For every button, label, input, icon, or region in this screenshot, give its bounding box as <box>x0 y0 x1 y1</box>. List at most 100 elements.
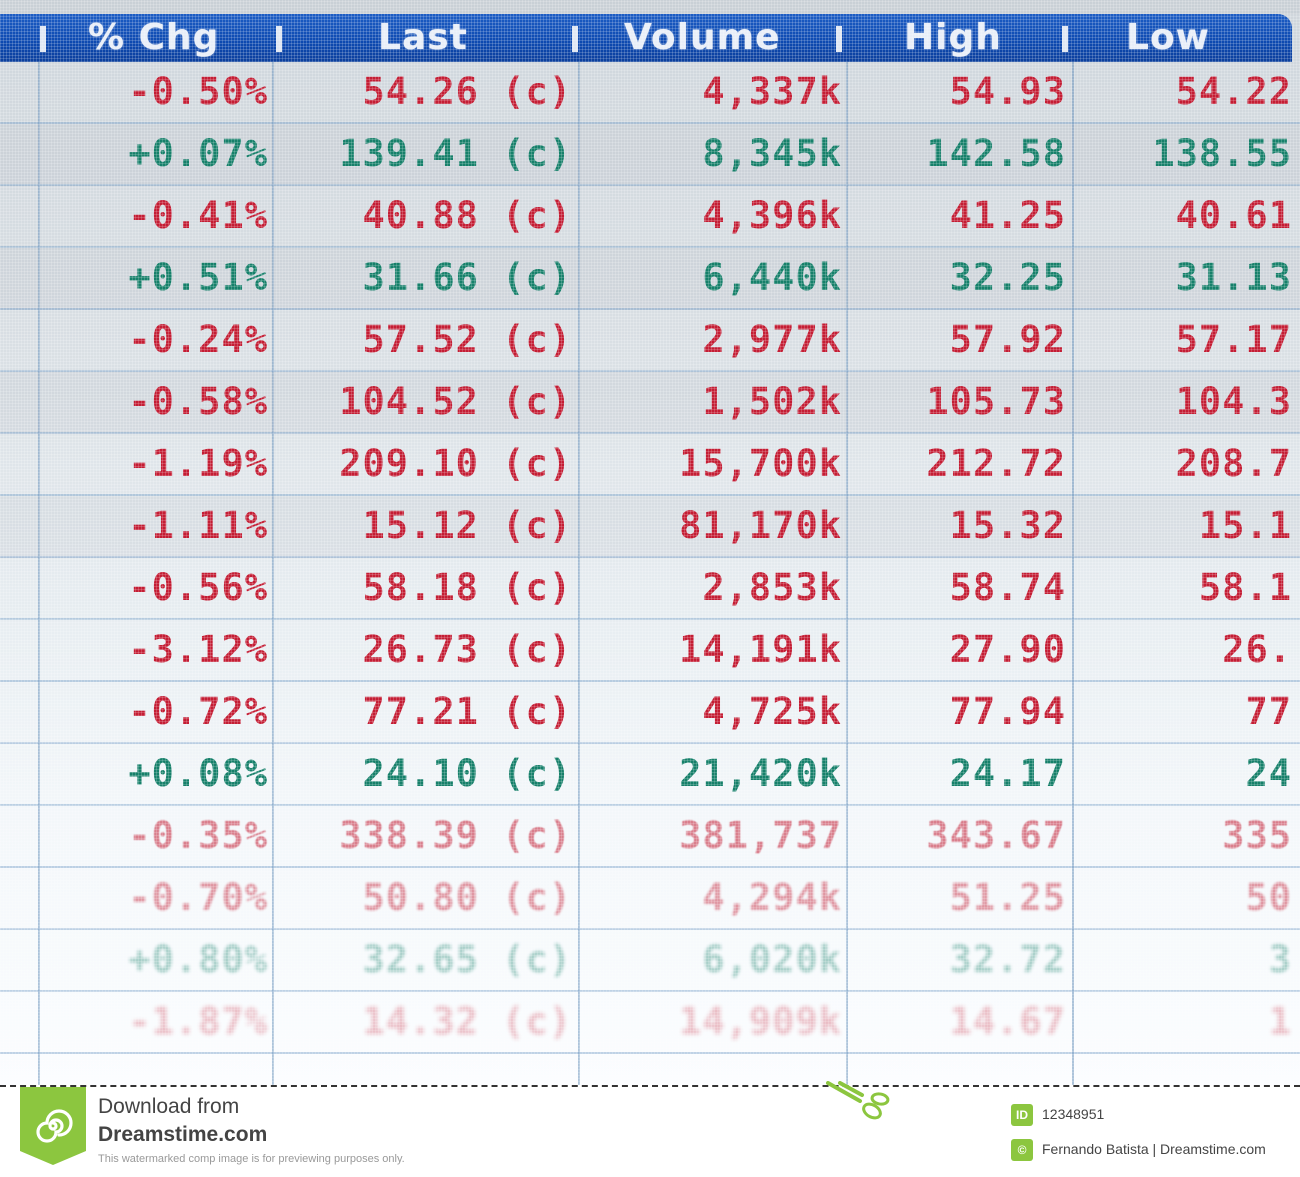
cell-high: 142.58 <box>926 132 1066 175</box>
cell-pct-chg: -3.12% <box>128 628 268 671</box>
cell-last: 139.41 (c) <box>339 132 572 175</box>
cell-low: 3 <box>1268 938 1292 981</box>
image-credit: Fernando Batista | Dreamstime.com <box>1042 1141 1266 1157</box>
row-content: -1.19% 209.10 (c) 15,700k 212.72 208.7 <box>0 434 1300 494</box>
row-content: -1.87% 14.32 (c) 14,909k 14.67 1 <box>0 992 1300 1052</box>
cell-low: 104.3 <box>1175 380 1292 423</box>
row-content: -0.56% 58.18 (c) 2,853k 58.74 58.1 <box>0 558 1300 618</box>
row-content: +0.07% 139.41 (c) 8,345k 142.58 138.55 <box>0 124 1300 184</box>
cell-high: 24.17 <box>949 752 1066 795</box>
dreamstime-link[interactable]: Dreamstime.com <box>98 1123 268 1146</box>
grid-line <box>578 62 580 1085</box>
column-resize-handle[interactable] <box>836 26 842 52</box>
cell-high: 212.72 <box>926 442 1066 485</box>
table-row[interactable]: -0.56% 58.18 (c) 2,853k 58.74 58.1 <box>0 558 1300 620</box>
cell-volume: 381,737 <box>679 814 842 857</box>
watermark-notice: This watermarked comp image is for previ… <box>98 1153 405 1165</box>
cell-high: 27.90 <box>949 628 1066 671</box>
cell-volume: 4,725k <box>702 690 842 733</box>
row-content: -3.12% 26.73 (c) 14,191k 27.90 26. <box>0 620 1300 680</box>
column-header-volume[interactable]: Volume <box>624 17 781 58</box>
cell-high: 51.25 <box>949 876 1066 919</box>
table-row[interactable]: -1.19% 209.10 (c) 15,700k 212.72 208.7 <box>0 434 1300 496</box>
row-content: -0.24% 57.52 (c) 2,977k 57.92 57.17 <box>0 310 1300 370</box>
row-content: +0.51% 31.66 (c) 6,440k 32.25 31.13 <box>0 248 1300 308</box>
table-row[interactable]: -1.11% 15.12 (c) 81,170k 15.32 15.1 <box>0 496 1300 558</box>
cell-high: 41.25 <box>949 194 1066 237</box>
row-content: -0.58% 104.52 (c) 1,502k 105.73 104.3 <box>0 372 1300 432</box>
spiral-icon <box>36 1109 73 1143</box>
cell-last: 57.52 (c) <box>362 318 572 361</box>
cell-pct-chg: -0.72% <box>128 690 268 733</box>
column-header-last[interactable]: Last <box>378 17 468 58</box>
image-id: 12348951 <box>1042 1106 1105 1122</box>
table-row[interactable]: +0.07% 139.41 (c) 8,345k 142.58 138.55 <box>0 124 1300 186</box>
cell-pct-chg: -0.24% <box>128 318 268 361</box>
cell-low: 50 <box>1245 876 1292 919</box>
cell-last: 26.73 (c) <box>362 628 572 671</box>
cell-high: 77.94 <box>949 690 1066 733</box>
table-row[interactable]: -0.72% 77.21 (c) 4,725k 77.94 77 <box>0 682 1300 744</box>
table-row[interactable]: -3.12% 26.73 (c) 14,191k 27.90 26. <box>0 620 1300 682</box>
id-icon: ID <box>1011 1104 1033 1126</box>
quote-table-body: -0.50% 54.26 (c) 4,337k 54.93 54.22 +0.07% 139… <box>0 62 1300 1054</box>
table-row[interactable]: -0.35% 338.39 (c) 381,737 343.67 335 <box>0 806 1300 868</box>
column-resize-handle[interactable] <box>40 26 46 52</box>
table-row[interactable]: -0.24% 57.52 (c) 2,977k 57.92 57.17 <box>0 310 1300 372</box>
column-header-pct-chg[interactable]: % Chg <box>88 17 220 58</box>
cell-pct-chg: -0.70% <box>128 876 268 919</box>
cell-high: 32.25 <box>949 256 1066 299</box>
cell-last: 338.39 (c) <box>339 814 572 857</box>
cell-low: 24 <box>1245 752 1292 795</box>
cell-volume: 21,420k <box>679 752 842 795</box>
table-row[interactable]: -0.58% 104.52 (c) 1,502k 105.73 104.3 <box>0 372 1300 434</box>
cell-pct-chg: -0.56% <box>128 566 268 609</box>
dreamstime-logo-badge <box>20 1087 86 1165</box>
column-resize-handle[interactable] <box>572 26 578 52</box>
cell-pct-chg: -1.11% <box>128 504 268 547</box>
cell-pct-chg: +0.51% <box>128 256 268 299</box>
cell-pct-chg: +0.08% <box>128 752 268 795</box>
cell-high: 54.93 <box>949 70 1066 113</box>
column-header-low[interactable]: Low <box>1126 17 1210 58</box>
row-content: -0.70% 50.80 (c) 4,294k 51.25 50 <box>0 868 1300 928</box>
cell-high: 32.72 <box>949 938 1066 981</box>
cell-volume: 4,294k <box>702 876 842 919</box>
table-row[interactable]: -0.50% 54.26 (c) 4,337k 54.93 54.22 <box>0 62 1300 124</box>
cell-last: 15.12 (c) <box>362 504 572 547</box>
cell-volume: 81,170k <box>679 504 842 547</box>
cell-volume: 15,700k <box>679 442 842 485</box>
cell-pct-chg: -0.35% <box>128 814 268 857</box>
cell-volume: 6,020k <box>702 938 842 981</box>
grid-line <box>272 62 274 1085</box>
download-from-text: Download from <box>98 1095 240 1118</box>
watermark-footer: Download from Dreamstime.com This waterm… <box>0 1081 1300 1177</box>
column-header-high[interactable]: High <box>904 17 1002 58</box>
table-row[interactable]: +0.80% 32.65 (c) 6,020k 32.72 3 <box>0 930 1300 992</box>
cell-low: 54.22 <box>1175 70 1292 113</box>
table-row[interactable]: -0.41% 40.88 (c) 4,396k 41.25 40.61 <box>0 186 1300 248</box>
cell-last: 32.65 (c) <box>362 938 572 981</box>
cell-low: 40.61 <box>1175 194 1292 237</box>
row-content: -0.35% 338.39 (c) 381,737 343.67 335 <box>0 806 1300 866</box>
table-header: % Chg Last Volume High Low <box>0 14 1292 62</box>
column-resize-handle[interactable] <box>1062 26 1068 52</box>
cell-last: 50.80 (c) <box>362 876 572 919</box>
cell-last: 104.52 (c) <box>339 380 572 423</box>
table-row[interactable]: +0.08% 24.10 (c) 21,420k 24.17 24 <box>0 744 1300 806</box>
cell-last: 40.88 (c) <box>362 194 572 237</box>
cell-volume: 4,337k <box>702 70 842 113</box>
cell-low: 208.7 <box>1175 442 1292 485</box>
column-resize-handle[interactable] <box>276 26 282 52</box>
table-row[interactable]: -0.70% 50.80 (c) 4,294k 51.25 50 <box>0 868 1300 930</box>
grid-line <box>38 62 40 1085</box>
table-row[interactable]: -1.87% 14.32 (c) 14,909k 14.67 1 <box>0 992 1300 1054</box>
stock-quote-screen: % Chg Last Volume High Low -0.50% 54.26 (… <box>0 0 1300 1085</box>
row-content: -1.11% 15.12 (c) 81,170k 15.32 15.1 <box>0 496 1300 556</box>
cell-volume: 1,502k <box>702 380 842 423</box>
cell-low: 58.1 <box>1198 566 1292 609</box>
cell-last: 54.26 (c) <box>362 70 572 113</box>
cell-pct-chg: -0.41% <box>128 194 268 237</box>
cell-low: 138.55 <box>1152 132 1292 175</box>
table-row[interactable]: +0.51% 31.66 (c) 6,440k 32.25 31.13 <box>0 248 1300 310</box>
